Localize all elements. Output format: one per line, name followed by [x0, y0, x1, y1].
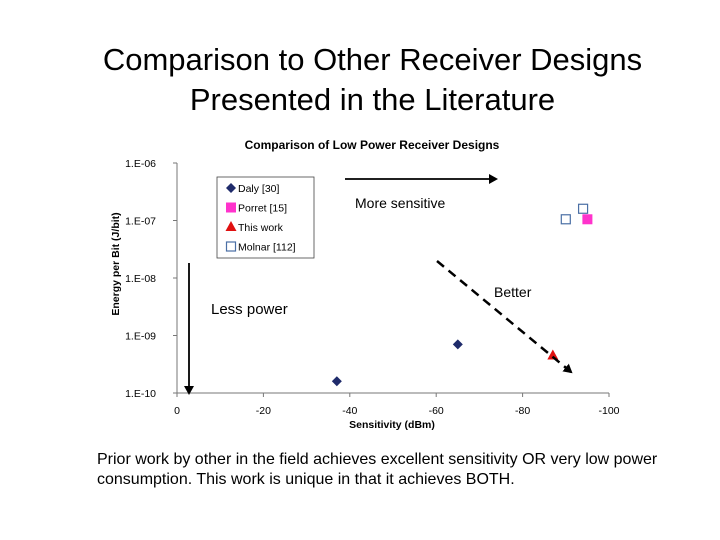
slide-title-line-1: Comparison to Other Receiver Designs — [102, 42, 643, 77]
x-tick-label-4: -80 — [515, 405, 530, 417]
x-tick-label-5: -100 — [598, 405, 619, 417]
x-tick-label-1: -20 — [256, 405, 271, 417]
data-point-s0-p0 — [331, 376, 342, 387]
better-label: Better — [494, 284, 532, 300]
legend-label-0: Daly [30] — [238, 183, 280, 195]
y-tick-label-3: 1.E-09 — [125, 331, 156, 343]
slide-title: Comparison to Other Receiver Designs Pre… — [0, 40, 720, 120]
data-point-s3-p0 — [560, 214, 571, 225]
legend-marker-1 — [226, 202, 236, 213]
slide-title-line-2: Presented in the Literature — [189, 82, 556, 117]
more-sensitive-label: More sensitive — [355, 195, 445, 211]
legend-label-2: This work — [238, 222, 284, 234]
legend-marker-2 — [225, 221, 237, 231]
x-axis-label: Sensitivity (dBm) — [349, 419, 435, 431]
data-point-s0-p1 — [452, 339, 463, 350]
slide-caption: Prior work by other in the field achieve… — [97, 451, 658, 488]
x-tick-label-3: -60 — [429, 405, 444, 417]
x-tick-label-0: 0 — [174, 405, 180, 417]
y-tick-label-0: 1.E-06 — [125, 158, 156, 170]
legend-label-1: Porret [15] — [238, 203, 287, 215]
y-tick-label-4: 1.E-10 — [125, 388, 156, 400]
y-axis-label: Energy per Bit (J/bit) — [110, 212, 122, 315]
data-point-s2-p0 — [547, 349, 559, 360]
y-tick-label-2: 1.E-08 — [125, 273, 156, 285]
data-point-s1-p0 — [582, 214, 593, 225]
chart-title: Comparison of Low Power Receiver Designs — [245, 138, 500, 152]
legend-label-3: Molnar [112] — [238, 242, 296, 254]
x-tick-label-2: -40 — [342, 405, 357, 417]
data-point-s3-p1 — [577, 203, 589, 214]
less-power-label: Less power — [211, 301, 288, 318]
legend-marker-0 — [226, 183, 236, 193]
legend-marker-3 — [225, 241, 237, 252]
y-tick-label-1: 1.E-07 — [125, 216, 156, 228]
